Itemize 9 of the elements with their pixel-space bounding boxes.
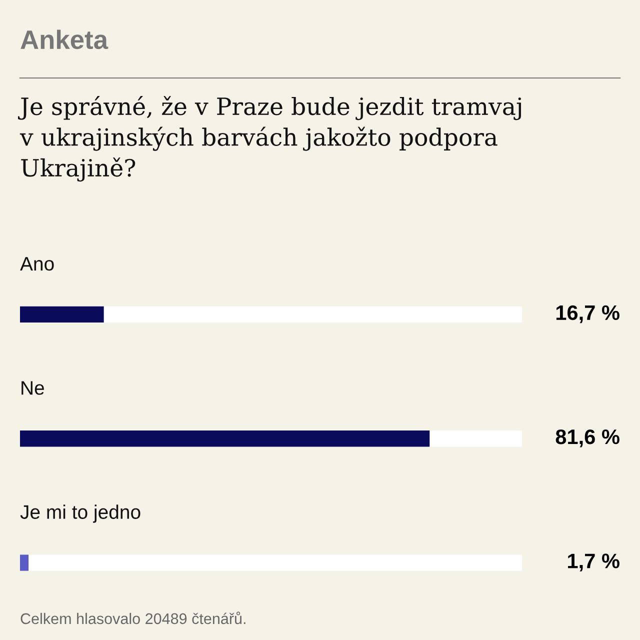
data-label: 16,7 %: [556, 305, 620, 324]
y-tick-label: Ano: [20, 257, 54, 271]
y-tick-label: Je mi to jedno: [20, 504, 140, 523]
y-tick-label: Ne: [22, 381, 44, 395]
data-label: 81,6 %: [556, 429, 620, 448]
text: Celkem hlasovalo 20489 čtenářů.: [20, 612, 246, 624]
chart-title: Anketa: [20, 30, 108, 50]
data-label: 1,7 %: [568, 554, 620, 572]
chart-subtitle: Je správné, že v Praze bude jezdit tramvaj v ukrajinských barvách jakožto podpora Ukrajině?: [18, 96, 521, 182]
